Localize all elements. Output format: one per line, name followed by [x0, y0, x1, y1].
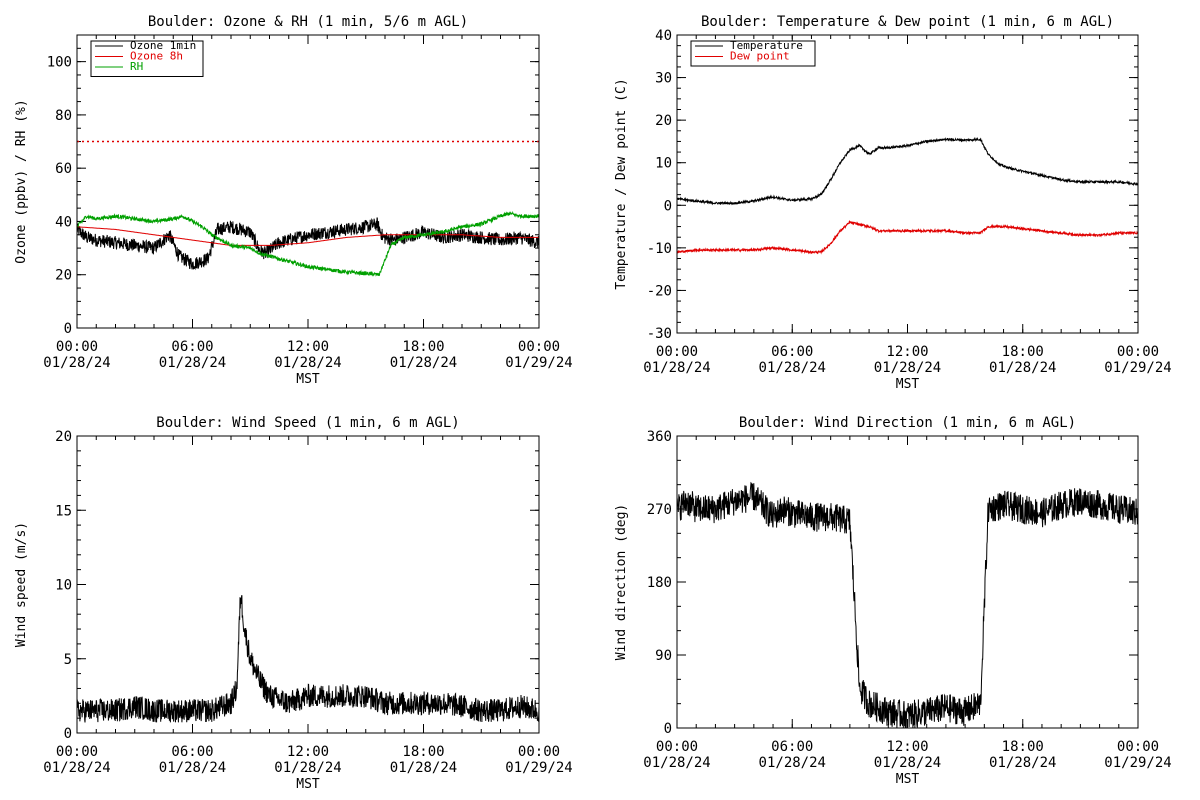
plot-frame: [676, 435, 1139, 729]
series-line: [676, 136, 1139, 206]
y-tick-label: 0: [64, 321, 72, 337]
y-tick-label: 360: [647, 429, 672, 445]
chart-title: Boulder: Temperature & Dew point (1 min,…: [701, 14, 1114, 30]
x-tick-time-label: 12:00: [287, 339, 329, 355]
plot-frame: [76, 34, 540, 329]
series-line: [77, 226, 539, 246]
x-axis-label: MST: [896, 772, 920, 787]
y-tick-label: 20: [55, 429, 72, 445]
legend: [690, 40, 816, 67]
x-tick-time-label: 06:00: [771, 344, 813, 360]
y-tick-label: 0: [664, 721, 672, 737]
y-tick-label: -10: [647, 241, 672, 257]
chart-panel-2: Boulder: Temperature & Dew point (1 min,…: [614, 14, 1172, 392]
x-tick-time-label: 12:00: [886, 344, 928, 360]
series-line: [676, 481, 1139, 729]
legend-label: RH: [130, 60, 143, 73]
x-tick-time-label: 00:00: [656, 739, 698, 755]
y-tick-label: 30: [655, 71, 672, 87]
plot-frame: [76, 435, 540, 734]
x-tick-date-label: 01/28/24: [989, 755, 1056, 771]
y-axis-label: Ozone (ppbv) / RH (%): [14, 99, 29, 263]
chart-panel-3: Boulder: Wind Speed (1 min, 6 m AGL) Wind…: [14, 415, 573, 792]
y-tick-label: 90: [655, 648, 672, 664]
x-tick-time-label: 00:00: [518, 744, 560, 760]
x-tick-date-label: 01/28/24: [390, 760, 457, 776]
y-axis-label: Temperature / Dew point (C): [614, 78, 629, 289]
y-tick-label: 0: [664, 198, 672, 214]
x-tick-date-label: 01/28/24: [643, 360, 710, 376]
y-axis-label: Wind direction (deg): [614, 504, 629, 661]
series-line: [76, 595, 540, 723]
x-tick-time-label: 06:00: [771, 739, 813, 755]
x-tick-date-label: 01/28/24: [874, 755, 941, 771]
y-tick-label: 270: [647, 502, 672, 518]
chart-panel-4: Boulder: Wind Direction (1 min, 6 m AGL)…: [614, 415, 1172, 787]
y-tick-label: 10: [655, 156, 672, 172]
x-tick-date-label: 01/28/24: [159, 760, 226, 776]
y-tick-label: 20: [55, 268, 72, 284]
chart-panel-1: Boulder: Ozone & RH (1 min, 5/6 m AGL) Oz…: [14, 14, 573, 387]
x-tick-time-label: 00:00: [56, 744, 98, 760]
x-tick-time-label: 06:00: [171, 339, 213, 355]
x-tick-date-label: 01/28/24: [759, 755, 826, 771]
plot-frame: [676, 34, 1139, 334]
x-tick-date-label: 01/29/24: [1104, 755, 1171, 771]
chart-title: Boulder: Ozone & RH (1 min, 5/6 m AGL): [148, 14, 468, 30]
legend-label: Ozone 8h: [130, 50, 183, 63]
y-tick-label: 0: [64, 726, 72, 742]
x-tick-time-label: 18:00: [402, 744, 444, 760]
y-tick-label: 40: [55, 214, 72, 230]
x-tick-time-label: 00:00: [56, 339, 98, 355]
y-tick-label: -20: [647, 283, 672, 299]
x-tick-date-label: 01/28/24: [989, 360, 1056, 376]
y-tick-label: 180: [647, 575, 672, 591]
x-tick-time-label: 18:00: [1002, 739, 1044, 755]
y-tick-label: -30: [647, 326, 672, 342]
y-tick-label: 10: [55, 578, 72, 594]
legend-label: Ozone 1min: [130, 39, 196, 52]
y-tick-label: 20: [655, 113, 672, 129]
y-tick-label: 15: [55, 503, 72, 519]
x-tick-date-label: 01/28/24: [643, 755, 710, 771]
chart-title: Boulder: Wind Direction (1 min, 6 m AGL): [739, 415, 1076, 431]
x-tick-date-label: 01/28/24: [159, 355, 226, 371]
x-tick-time-label: 12:00: [886, 739, 928, 755]
x-tick-date-label: 01/28/24: [874, 360, 941, 376]
x-tick-time-label: 18:00: [402, 339, 444, 355]
x-tick-date-label: 01/29/24: [1104, 360, 1171, 376]
x-axis-label: MST: [296, 372, 320, 387]
chart-title: Boulder: Wind Speed (1 min, 6 m AGL): [156, 415, 459, 431]
legend-label: Temperature: [730, 39, 803, 52]
x-tick-date-label: 01/28/24: [274, 760, 341, 776]
series-line: [676, 219, 1139, 255]
x-tick-date-label: 01/28/24: [759, 360, 826, 376]
y-tick-label: 40: [655, 28, 672, 44]
series-line: [76, 217, 540, 271]
x-tick-date-label: 01/28/24: [43, 760, 110, 776]
x-axis-label: MST: [896, 377, 920, 392]
x-axis-label: MST: [296, 777, 320, 792]
x-tick-time-label: 12:00: [287, 744, 329, 760]
y-axis-label: Wind speed (m/s): [14, 522, 29, 647]
series-line: [76, 210, 540, 277]
x-tick-time-label: 00:00: [1117, 739, 1159, 755]
x-tick-time-label: 06:00: [171, 744, 213, 760]
x-tick-time-label: 00:00: [518, 339, 560, 355]
y-tick-label: 80: [55, 108, 72, 124]
legend-label: Dew point: [730, 50, 790, 63]
x-tick-time-label: 00:00: [1117, 344, 1159, 360]
y-tick-label: 100: [47, 55, 72, 71]
y-tick-label: 5: [64, 652, 72, 668]
y-tick-label: 60: [55, 161, 72, 177]
x-tick-time-label: 00:00: [656, 344, 698, 360]
x-tick-time-label: 18:00: [1002, 344, 1044, 360]
x-tick-date-label: 01/28/24: [274, 355, 341, 371]
x-tick-date-label: 01/28/24: [43, 355, 110, 371]
x-tick-date-label: 01/28/24: [390, 355, 457, 371]
x-tick-date-label: 01/29/24: [505, 760, 572, 776]
legend: [90, 40, 204, 77]
x-tick-date-label: 01/29/24: [505, 355, 572, 371]
